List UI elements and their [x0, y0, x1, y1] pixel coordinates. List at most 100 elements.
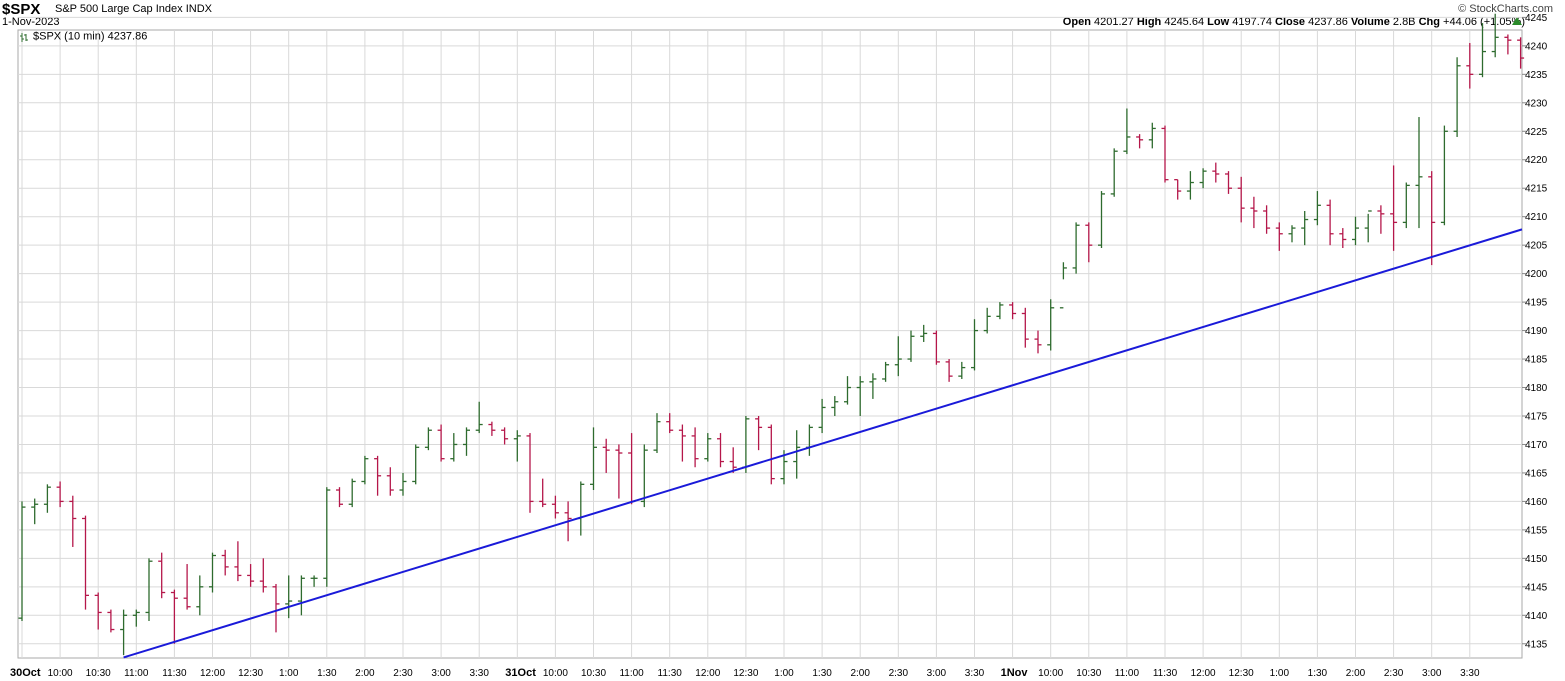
ohlc-bar	[1326, 199, 1334, 246]
x-tick-label: 11:30	[1153, 668, 1178, 679]
ohlc-bar	[323, 487, 331, 587]
open-label: Open	[1062, 16, 1091, 28]
ohlc-bar	[412, 444, 420, 485]
ohlc-bar	[1402, 182, 1410, 229]
x-tick-label: 3:30	[1460, 668, 1480, 679]
ohlc-bar	[818, 398, 826, 434]
ohlc-bar	[1364, 210, 1372, 243]
ohlc-bar	[1301, 210, 1309, 246]
ohlc-bar	[1123, 108, 1131, 155]
ohlc-bar	[767, 424, 775, 485]
x-tick-label: 12:00	[695, 668, 720, 679]
y-tick-label: 4210	[1525, 212, 1548, 223]
ohlc-bar	[234, 541, 242, 582]
ohlc-bar	[1161, 125, 1169, 183]
ohlc-bar	[297, 575, 305, 616]
ohlc-bar	[1263, 205, 1271, 234]
x-tick-label: 1:00	[774, 668, 794, 679]
legend-text: $SPX (10 min) 4237.86	[33, 31, 147, 43]
x-tick-label: 11:00	[619, 668, 644, 679]
ohlc-bar	[43, 484, 51, 513]
ohlc-bar	[932, 330, 940, 365]
x-tick-label: 3:00	[1422, 668, 1442, 679]
y-tick-label: 4200	[1525, 269, 1548, 280]
ohlc-bar	[1453, 57, 1461, 137]
close-value: 4237.86	[1308, 16, 1348, 28]
ohlc-bar	[869, 373, 877, 399]
ohlc-bar	[1237, 176, 1245, 223]
chart-header: $SPX S&P 500 Large Cap Index INDX 1-Nov-…	[0, 0, 1565, 30]
y-tick-label: 4135	[1525, 639, 1548, 650]
ohlc-bar	[1313, 191, 1321, 226]
x-tick-label: 10:30	[86, 668, 111, 679]
legend: $SPX (10 min) 4237.86	[20, 31, 147, 43]
x-tick-label: 3:00	[431, 668, 451, 679]
ohlc-bar	[1034, 330, 1042, 354]
x-tick-label: 3:00	[927, 668, 947, 679]
ohlc-bar	[437, 424, 445, 462]
ohlc-bar	[1212, 162, 1220, 183]
ohlc-bar	[1390, 165, 1398, 251]
y-tick-label: 4205	[1525, 241, 1548, 252]
y-axis: 4135 4140 4145 4150 4155 4160 4165 4170 4175 4180…	[1522, 13, 1548, 650]
ohlc-bar	[488, 421, 496, 436]
symbol-description: S&P 500 Large Cap Index INDX	[55, 3, 212, 15]
ohlc-bar	[1072, 222, 1080, 274]
ohlc-bar	[1186, 171, 1194, 200]
ohlc-bar	[424, 427, 432, 451]
open-value: 4201.27	[1093, 16, 1134, 28]
y-tick-label: 4230	[1525, 98, 1548, 109]
ohlc-bar	[1415, 117, 1423, 229]
ohlc-bar	[132, 609, 140, 627]
ohlc-bar	[348, 478, 356, 508]
ohlc-bar	[983, 307, 991, 334]
x-tick-label: 2:30	[1384, 668, 1404, 679]
x-tick-label: 1:30	[812, 668, 832, 679]
ohlc-bar	[1275, 222, 1283, 251]
y-tick-label: 4195	[1525, 298, 1548, 309]
change-label: Chg	[1418, 16, 1440, 28]
ohlc-bar	[666, 413, 674, 434]
x-tick-label: 12:00	[1191, 668, 1216, 679]
ohlc-bar	[539, 478, 547, 508]
ohlc-bar	[729, 447, 737, 473]
close-label: Close	[1275, 16, 1306, 28]
y-tick-label: 4150	[1525, 554, 1548, 565]
low-value: 4197.74	[1232, 16, 1272, 28]
ohlc-bar	[1148, 122, 1156, 149]
x-tick-label: 11:30	[658, 668, 683, 679]
ohlc-bar	[94, 592, 102, 630]
x-tick-label: 10:00	[543, 668, 568, 679]
y-tick-label: 4180	[1525, 383, 1548, 394]
ohlc-bar	[856, 376, 864, 416]
ohlc-bar	[1009, 302, 1017, 320]
ohlc-bar	[1199, 168, 1207, 189]
grid	[18, 16, 1522, 658]
ohlc-bar	[793, 430, 801, 479]
ohlc-bar-icon	[20, 33, 28, 42]
ohlc-bar	[285, 575, 293, 619]
volume-label: Volume	[1350, 16, 1390, 28]
ohlc-bar	[209, 552, 216, 593]
high-value: 4245.64	[1164, 16, 1205, 28]
y-tick-label: 4140	[1525, 611, 1548, 622]
low-label: Low	[1207, 16, 1230, 28]
ohlc-bar	[170, 589, 178, 644]
ohlc-bar	[1504, 34, 1512, 55]
y-tick-label: 4190	[1525, 326, 1548, 337]
x-tick-label: 1:00	[1270, 668, 1290, 679]
x-day-label: 1Nov	[1001, 667, 1029, 679]
ohlc-bar	[18, 501, 26, 621]
x-day-label: 30Oct	[10, 667, 41, 679]
ohlc-bar	[69, 495, 77, 547]
ohlc-bar	[653, 413, 661, 454]
trendline-layer	[123, 228, 1523, 659]
ohlc-bar	[844, 376, 851, 405]
ohlc-bar	[336, 487, 343, 508]
x-tick-label: 10:00	[48, 668, 73, 679]
ohlc-bar	[158, 552, 166, 599]
ohlc-bar	[1466, 43, 1474, 89]
ohlc-bar	[1288, 225, 1296, 243]
ohlc-bar	[1047, 299, 1055, 351]
exchange-text: INDX	[185, 3, 212, 15]
